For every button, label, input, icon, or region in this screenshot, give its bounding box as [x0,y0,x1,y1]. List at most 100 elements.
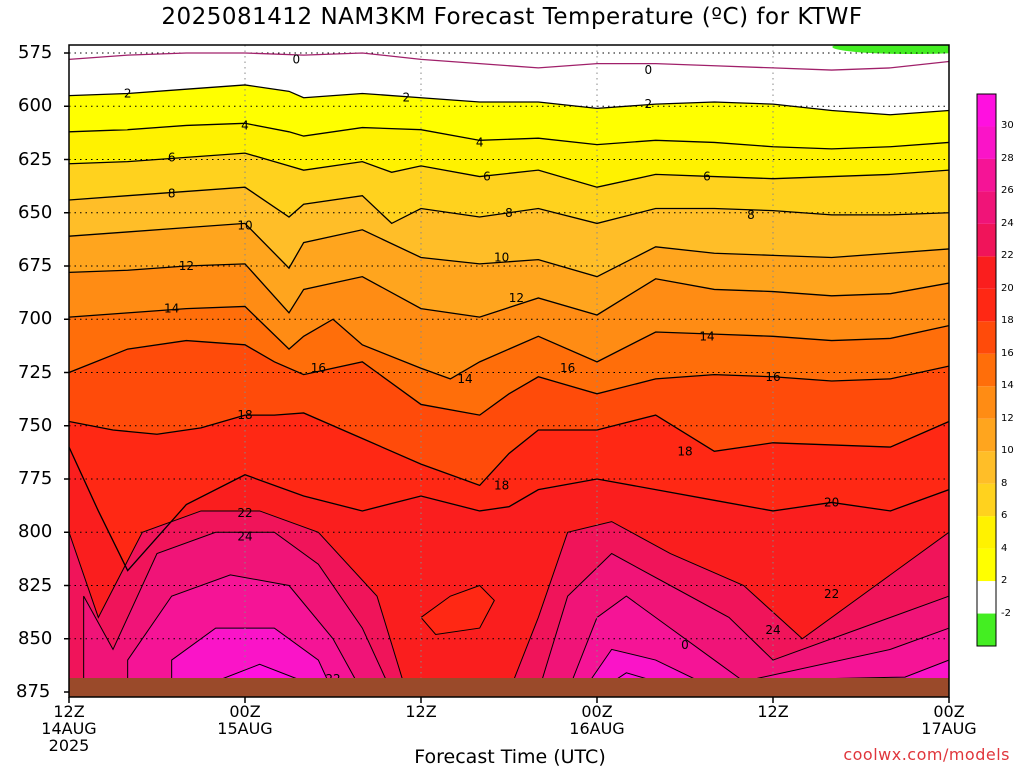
contour-label: 8 [747,208,755,222]
contour-label: 18 [237,408,252,422]
colorbar-swatch [977,386,996,419]
contour-label: 14 [699,329,714,343]
colorbar-swatch [977,288,996,322]
contour-label: 0 [645,63,653,77]
terrain-ground [69,678,949,697]
y-tick-label: 675 [18,255,53,276]
contour-lines [69,52,949,572]
colorbar-swatch [977,451,996,484]
credit-link[interactable]: coolwx.com/models [843,745,1010,764]
colorbar-label: 20 [1001,282,1014,294]
contour-label: 4 [241,118,249,132]
colorbar-label: 2 [1001,575,1008,587]
contour-label: 6 [168,150,176,164]
y-tick-label: 725 [18,361,53,383]
colorbar-label: -2 [1001,607,1011,619]
y-tick-label: 700 [18,308,53,330]
contour-18 [69,412,949,487]
x-tick-label-line: 00Z [581,702,613,721]
contour-label: 14 [457,372,472,386]
contour-label: 2 [124,86,132,100]
contour-label: 8 [505,206,513,220]
colorbar-swatch [977,191,996,224]
plot-frame [68,44,950,698]
warm-core-layer [69,510,949,693]
contour-label: 22 [237,506,252,520]
colorbar-swatch [977,223,996,257]
x-tick-label: 12Z [376,703,466,720]
x-tick-label-line: 12Z [757,702,789,721]
y-tick-label: 850 [18,627,53,649]
contour-label: 8 [168,187,176,201]
contour-label: 6 [703,170,711,184]
colorbar-swatch [977,418,996,452]
y-tick-label: 800 [18,521,53,543]
contour-label: 4 [476,135,484,149]
y-tick-label: 600 [18,95,53,117]
contour-label: 16 [311,361,326,375]
colorbar-swatch [977,353,996,387]
contour-label: 12 [179,259,194,273]
x-tick-label: 12Z [728,703,818,720]
colorbar-swatch [977,483,996,517]
y-tick-label: 825 [18,574,53,596]
x-tick-label-line: 00Z [229,702,261,721]
contour-label: 22 [824,587,839,601]
cool-pocket [420,584,495,636]
x-axis-title: Forecast Time (UTC) [414,746,606,768]
colorbar-label: 18 [1001,315,1014,327]
colorbar-label: 16 [1001,347,1014,359]
contour-label: 18 [494,478,509,492]
contour-label: 2 [403,91,411,105]
colorbar-swatch [977,158,996,192]
x-tick-label-line: 16AUG [569,719,625,738]
cold-patch [832,45,949,54]
colorbar-swatch [977,321,996,354]
colorbar-frame [976,93,997,647]
contour-label: 6 [483,170,491,184]
contour-14 [69,305,949,380]
colorbar [976,93,997,647]
contour-20 [69,446,949,572]
x-tick-label-line: 2025 [48,736,90,755]
colorbar-swatch [977,548,996,582]
x-tick-label-line: 12Z [405,702,437,721]
colorbar-label: 22 [1001,250,1014,262]
colorbar-swatch [977,94,996,127]
x-tick-label: 12Z 14AUG 2025 [24,703,114,754]
x-tick-label-line: 15AUG [217,719,273,738]
x-tick-label: 00Z 16AUG [552,703,642,737]
contour-label: 0 [681,638,689,652]
colorbar-label: 6 [1001,510,1008,522]
colorbar-label: 28 [1001,152,1014,164]
contour-label: 16 [765,370,780,384]
contour-label: 24 [765,623,780,637]
colorbar-label: 30 [1001,120,1014,132]
contour-label: 12 [509,291,524,305]
x-tick-label-line: 12Z [53,702,85,721]
contour-10 [69,222,949,278]
colorbar-label: 12 [1001,412,1014,424]
contour-8 [69,186,949,225]
contour-label: 16 [560,361,575,375]
y-tick-label: 750 [18,414,53,436]
contour-label: 24 [237,530,252,544]
contour-4 [69,122,949,150]
x-tick-label: 00Z 17AUG [904,703,994,737]
contour-16 [69,339,949,416]
colorbar-label: 4 [1001,542,1008,554]
contour-label: 20 [824,495,839,509]
y-tick-label: 775 [18,468,53,489]
x-tick-label: 00Z 15AUG [200,703,290,737]
contour-12 [69,263,949,318]
y-tick-label: 650 [18,201,53,223]
axis-ticks [64,52,950,703]
y-tick-label: 625 [18,148,53,170]
colorbar-label: 24 [1001,217,1014,229]
colorbar-label: 8 [1001,477,1008,489]
x-tick-label-line: 17AUG [921,719,977,738]
contour-label: 10 [237,219,252,233]
colorbar-swatch [977,126,996,159]
